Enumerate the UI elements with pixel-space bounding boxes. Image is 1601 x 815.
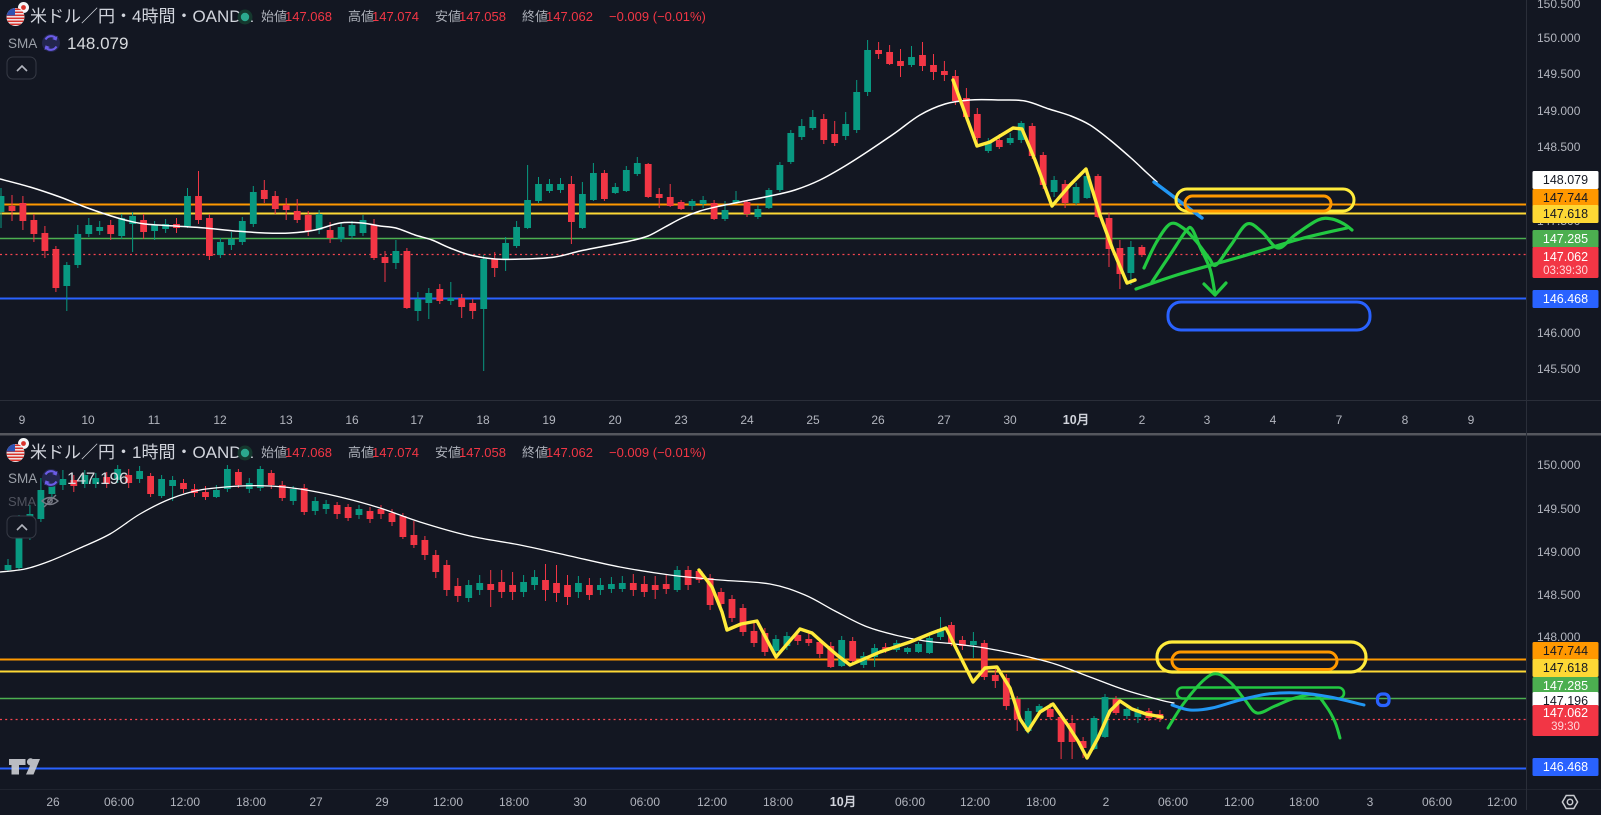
svg-text:39:30: 39:30 bbox=[1551, 721, 1580, 733]
svg-text:147.068: 147.068 bbox=[285, 445, 332, 460]
svg-text:米ドル／円・4時間・OANDA: 米ドル／円・4時間・OANDA bbox=[30, 7, 254, 26]
svg-text:SMA: SMA bbox=[8, 471, 37, 486]
svg-text:高値: 高値 bbox=[348, 445, 374, 460]
svg-text:12:00: 12:00 bbox=[697, 795, 727, 809]
svg-text:147.058: 147.058 bbox=[459, 9, 506, 24]
svg-text:12:00: 12:00 bbox=[433, 795, 463, 809]
svg-text:147.074: 147.074 bbox=[372, 445, 419, 460]
svg-text:29: 29 bbox=[375, 795, 389, 809]
svg-text:146.468: 146.468 bbox=[1543, 760, 1588, 774]
svg-text:終値: 終値 bbox=[522, 9, 548, 24]
svg-text:145.500: 145.500 bbox=[1537, 362, 1581, 376]
svg-text:150.500: 150.500 bbox=[1537, 0, 1581, 11]
svg-text:147.285: 147.285 bbox=[1543, 232, 1588, 246]
svg-text:147.074: 147.074 bbox=[372, 9, 419, 24]
svg-text:9: 9 bbox=[1468, 413, 1475, 427]
svg-text:06:00: 06:00 bbox=[1422, 795, 1452, 809]
svg-text:安値: 安値 bbox=[435, 9, 461, 24]
svg-text:147.196: 147.196 bbox=[67, 469, 128, 488]
svg-text:安値: 安値 bbox=[435, 445, 461, 460]
svg-text:147.285: 147.285 bbox=[1543, 679, 1588, 693]
svg-text:17: 17 bbox=[410, 413, 424, 427]
svg-text:18:00: 18:00 bbox=[1026, 795, 1056, 809]
svg-text:20: 20 bbox=[608, 413, 622, 427]
svg-text:148.500: 148.500 bbox=[1537, 140, 1581, 154]
svg-text:30: 30 bbox=[1003, 413, 1017, 427]
svg-text:16: 16 bbox=[345, 413, 359, 427]
svg-text:13: 13 bbox=[279, 413, 293, 427]
svg-text:2: 2 bbox=[1139, 413, 1146, 427]
svg-text:149.500: 149.500 bbox=[1537, 502, 1581, 516]
svg-text:147.068: 147.068 bbox=[285, 9, 332, 24]
svg-text:06:00: 06:00 bbox=[104, 795, 134, 809]
svg-text:150.000: 150.000 bbox=[1537, 458, 1581, 472]
svg-text:03:39:30: 03:39:30 bbox=[1543, 265, 1588, 277]
svg-text:SMA: SMA bbox=[8, 36, 37, 51]
svg-text:4: 4 bbox=[1270, 413, 1277, 427]
svg-text:30: 30 bbox=[573, 795, 587, 809]
svg-text:147.196: 147.196 bbox=[1543, 694, 1588, 708]
svg-text:18:00: 18:00 bbox=[499, 795, 529, 809]
svg-text:147.744: 147.744 bbox=[1543, 644, 1588, 658]
svg-text:12:00: 12:00 bbox=[1487, 795, 1517, 809]
svg-text:148.000: 148.000 bbox=[1537, 630, 1581, 644]
svg-text:18:00: 18:00 bbox=[236, 795, 266, 809]
svg-text:終値: 終値 bbox=[522, 445, 548, 460]
svg-text:26: 26 bbox=[871, 413, 885, 427]
svg-text:147.058: 147.058 bbox=[459, 445, 506, 460]
svg-text:18:00: 18:00 bbox=[1289, 795, 1319, 809]
svg-text:27: 27 bbox=[937, 413, 951, 427]
svg-text:11: 11 bbox=[148, 413, 161, 427]
svg-text:25: 25 bbox=[806, 413, 820, 427]
svg-text:18: 18 bbox=[476, 413, 490, 427]
svg-text:147.062: 147.062 bbox=[1543, 250, 1588, 264]
svg-text:26: 26 bbox=[46, 795, 60, 809]
svg-text:24: 24 bbox=[740, 413, 754, 427]
svg-text:148.079: 148.079 bbox=[67, 34, 128, 53]
svg-text:12: 12 bbox=[213, 413, 227, 427]
svg-text:06:00: 06:00 bbox=[895, 795, 925, 809]
svg-text:06:00: 06:00 bbox=[1158, 795, 1188, 809]
svg-text:147.744: 147.744 bbox=[1543, 191, 1588, 205]
svg-text:146.000: 146.000 bbox=[1537, 326, 1581, 340]
svg-text:7: 7 bbox=[1336, 413, 1343, 427]
svg-text:2: 2 bbox=[1103, 795, 1110, 809]
svg-text:12:00: 12:00 bbox=[1224, 795, 1254, 809]
svg-text:23: 23 bbox=[674, 413, 688, 427]
svg-text:始値: 始値 bbox=[261, 445, 287, 460]
svg-text:147.062: 147.062 bbox=[546, 445, 593, 460]
svg-text:148.500: 148.500 bbox=[1537, 588, 1581, 602]
svg-text:9: 9 bbox=[19, 413, 26, 427]
svg-text:8: 8 bbox=[1402, 413, 1409, 427]
svg-text:147.062: 147.062 bbox=[546, 9, 593, 24]
svg-text:−0.009 (−0.01%): −0.009 (−0.01%) bbox=[609, 445, 706, 460]
svg-text:10: 10 bbox=[81, 413, 95, 427]
svg-text:米ドル／円・1時間・OANDA: 米ドル／円・1時間・OANDA bbox=[30, 443, 254, 462]
svg-text:12:00: 12:00 bbox=[960, 795, 990, 809]
svg-text:−0.009 (−0.01%): −0.009 (−0.01%) bbox=[609, 9, 706, 24]
svg-text:27: 27 bbox=[309, 795, 323, 809]
svg-text:始値: 始値 bbox=[261, 9, 287, 24]
svg-text:10月: 10月 bbox=[1063, 413, 1089, 427]
svg-text:3: 3 bbox=[1204, 413, 1211, 427]
svg-text:147.618: 147.618 bbox=[1543, 661, 1588, 675]
svg-text:149.000: 149.000 bbox=[1537, 545, 1581, 559]
svg-text:147.062: 147.062 bbox=[1543, 706, 1588, 720]
svg-text:148.079: 148.079 bbox=[1543, 173, 1588, 187]
svg-text:150.000: 150.000 bbox=[1537, 31, 1581, 45]
svg-text:19: 19 bbox=[542, 413, 556, 427]
svg-text:12:00: 12:00 bbox=[170, 795, 200, 809]
svg-text:149.500: 149.500 bbox=[1537, 67, 1581, 81]
svg-text:3: 3 bbox=[1367, 795, 1374, 809]
svg-text:18:00: 18:00 bbox=[763, 795, 793, 809]
svg-text:SMA: SMA bbox=[8, 494, 37, 509]
svg-text:10月: 10月 bbox=[830, 795, 856, 809]
svg-text:06:00: 06:00 bbox=[630, 795, 660, 809]
svg-text:146.468: 146.468 bbox=[1543, 292, 1588, 306]
svg-text:149.000: 149.000 bbox=[1537, 104, 1581, 118]
svg-text:高値: 高値 bbox=[348, 9, 374, 24]
svg-text:147.618: 147.618 bbox=[1543, 207, 1588, 221]
